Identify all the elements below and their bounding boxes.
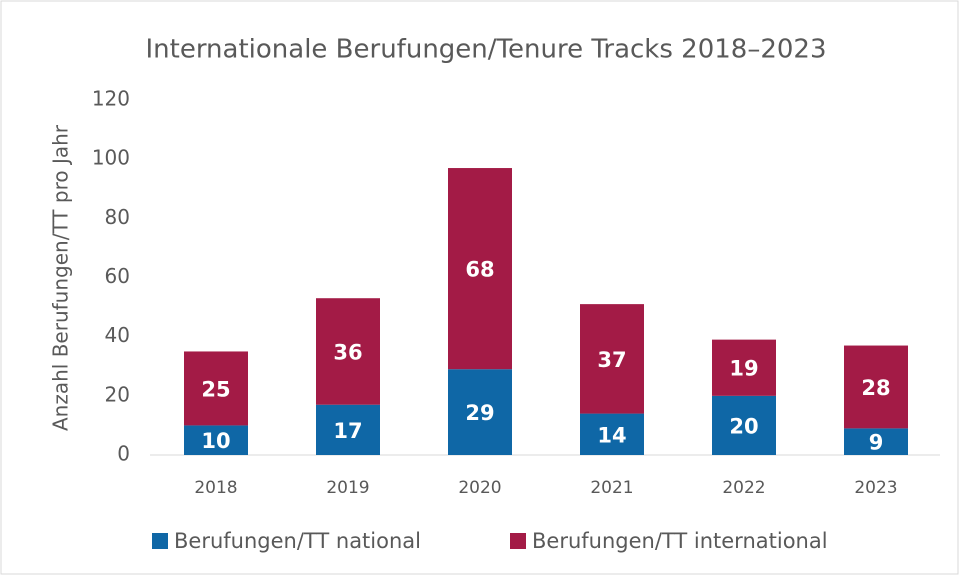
bar-segment	[844, 345, 908, 429]
bar-segment	[580, 413, 644, 455]
bar-segment	[580, 304, 644, 414]
data-label: 9	[869, 431, 884, 455]
bar-segment	[316, 404, 380, 455]
bar-segment	[448, 168, 512, 370]
legend-label: Berufungen/TT international	[532, 529, 828, 553]
data-label: 37	[597, 348, 626, 372]
y-tick-label: 120	[92, 87, 130, 111]
x-tick-label: 2020	[458, 478, 501, 498]
data-label: 10	[201, 429, 230, 453]
y-tick-label: 60	[105, 264, 130, 288]
data-label: 29	[465, 401, 494, 425]
bar-segment	[184, 425, 248, 455]
chart-title: Internationale Berufungen/Tenure Tracks …	[145, 35, 826, 65]
data-label: 19	[729, 357, 758, 381]
legend-label: Berufungen/TT national	[174, 529, 421, 553]
legend-swatch	[510, 533, 526, 549]
data-label: 14	[597, 423, 626, 447]
bar-segment	[448, 369, 512, 455]
x-tick-label: 2019	[326, 478, 369, 498]
data-label: 36	[333, 340, 362, 364]
data-label: 25	[201, 377, 230, 401]
x-tick-label: 2021	[590, 478, 633, 498]
bar-segment	[712, 395, 776, 455]
x-tick-label: 2018	[194, 478, 237, 498]
data-label: 28	[861, 376, 890, 400]
data-label: 68	[465, 258, 494, 282]
data-label: 20	[729, 414, 758, 438]
y-tick-label: 80	[105, 205, 130, 229]
legend-swatch	[152, 533, 168, 549]
x-tick-label: 2022	[722, 478, 765, 498]
y-tick-label: 20	[105, 382, 130, 406]
x-tick-label: 2023	[854, 478, 897, 498]
y-axis-label: Anzahl Berufungen/TT pro Jahr	[49, 124, 73, 431]
bar-segment	[184, 351, 248, 426]
y-tick-label: 0	[117, 442, 130, 466]
bar-segment	[712, 339, 776, 396]
y-tick-label: 40	[105, 323, 130, 347]
bar-segment	[844, 428, 908, 455]
y-tick-label: 100	[92, 146, 130, 170]
data-label: 17	[333, 419, 362, 443]
bar-segment	[316, 298, 380, 405]
